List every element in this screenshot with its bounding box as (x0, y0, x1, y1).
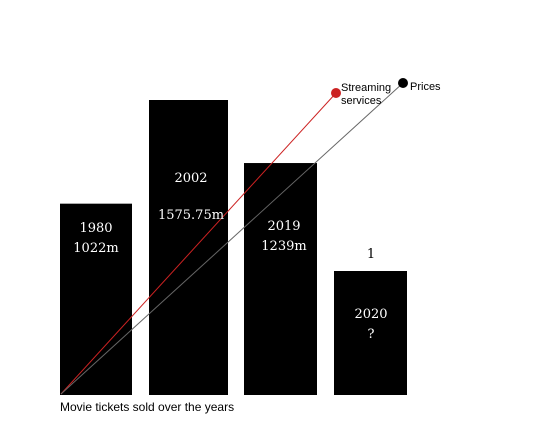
streaming-label-line1: Streaming (341, 82, 391, 94)
bar-year-label: 1980 (79, 221, 112, 236)
streaming-line (60, 92, 337, 395)
bars (60, 100, 407, 395)
streaming-dot (331, 88, 341, 98)
bar-year-label: 2019 (267, 219, 300, 234)
chart-title: Movie tickets sold over the years (60, 400, 234, 414)
bar-value-label: ? (368, 327, 375, 342)
bar-value-label: 1022m (73, 241, 118, 256)
prices-dot (398, 78, 408, 88)
bar-1980 (60, 203, 132, 395)
bar-year-label: 2002 (174, 171, 207, 186)
trend-lines (60, 78, 408, 395)
bar-value-label: 1239m (261, 239, 306, 254)
prices-label: Prices (410, 81, 441, 93)
prices-line (60, 82, 404, 395)
bar-2020 (334, 271, 407, 395)
bar-year-label: 2020 (354, 307, 387, 322)
streaming-label-line2: services (341, 95, 382, 107)
bar-2019 (244, 163, 317, 395)
bar-2002 (149, 100, 228, 395)
bar-above-label: 1 (367, 247, 375, 262)
bar-value-label: 1575.75m (158, 208, 224, 223)
